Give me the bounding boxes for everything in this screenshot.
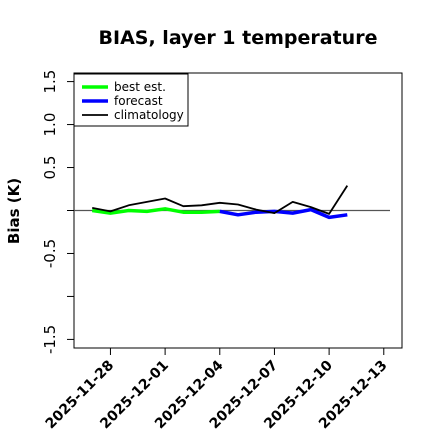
y-tick-label: -1.5	[41, 325, 59, 354]
legend-label: climatology	[114, 108, 184, 122]
y-axis-label: Bias (K)	[5, 178, 23, 244]
legend-label: forecast	[114, 94, 163, 108]
y-tick-label: -0.5	[41, 239, 59, 268]
y-tick-label: 0.5	[41, 156, 59, 180]
legend-label: best est.	[114, 80, 166, 94]
y-tick-label: 1.5	[41, 70, 59, 94]
series-line-best-est	[91, 207, 220, 215]
series-line-climatology	[92, 185, 349, 215]
series-line-forecast	[219, 207, 348, 220]
y-tick-label: 1.0	[41, 113, 59, 137]
chart-title: BIAS, layer 1 temperature	[99, 27, 378, 49]
